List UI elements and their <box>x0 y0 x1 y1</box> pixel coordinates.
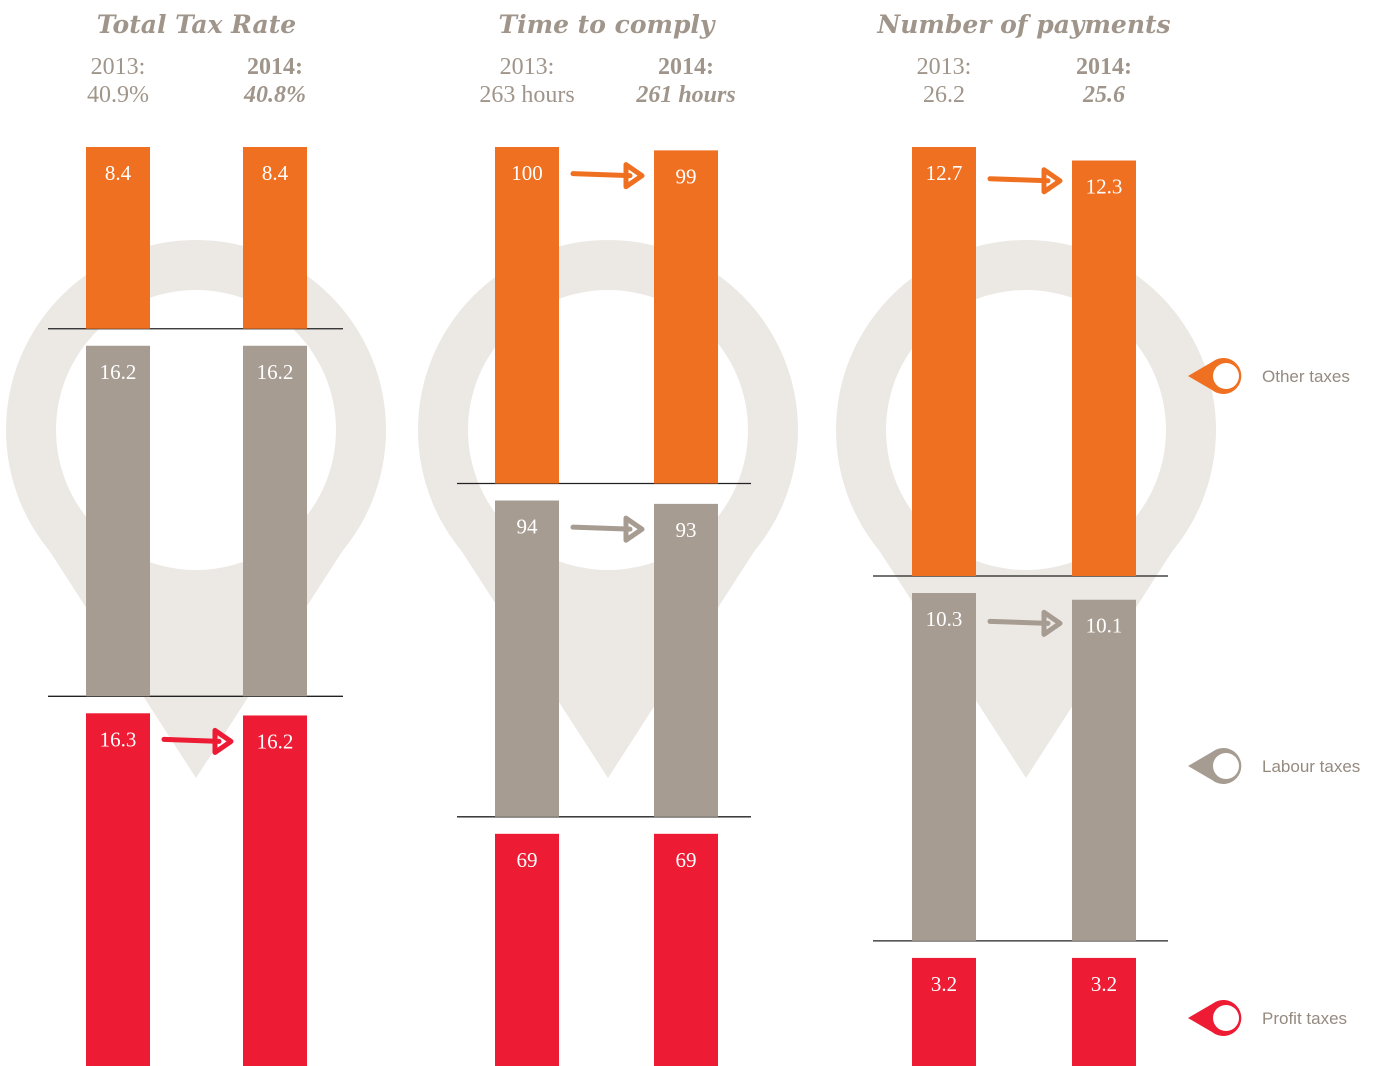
total-label: 40.9% <box>87 82 149 108</box>
value-label: 16.2 <box>257 360 294 384</box>
change-arrow-head <box>623 162 645 190</box>
bar <box>912 592 976 941</box>
change-arrow <box>570 171 633 179</box>
bar <box>654 503 718 817</box>
value-label: 16.2 <box>100 360 137 384</box>
value-label: 94 <box>517 515 539 539</box>
total-label: 26.2 <box>923 82 965 108</box>
bar <box>243 345 307 697</box>
value-label: 16.3 <box>100 727 137 751</box>
bar <box>86 713 150 1066</box>
value-label: 12.3 <box>1086 175 1123 199</box>
bar <box>243 147 307 329</box>
bar <box>495 147 559 484</box>
year-label: 2013: <box>500 54 555 80</box>
bar <box>495 833 559 1066</box>
legend-label: Profit taxes <box>1262 1009 1347 1028</box>
change-arrow-head <box>1041 609 1063 637</box>
year-label: 2013: <box>91 54 146 80</box>
bar <box>86 345 150 697</box>
bar <box>1072 160 1136 576</box>
total-label: 261 hours <box>635 82 735 108</box>
legend-label: Labour taxes <box>1262 757 1360 776</box>
legend-pin-hole <box>1213 753 1239 779</box>
bar <box>654 833 718 1066</box>
year-label: 2013: <box>917 54 972 80</box>
legend-label: Other taxes <box>1262 367 1350 386</box>
value-label: 8.4 <box>105 161 132 185</box>
change-arrow <box>570 524 633 532</box>
value-label: 3.2 <box>931 972 957 996</box>
value-label: 3.2 <box>1091 972 1117 996</box>
chart-title: Number of payments <box>876 10 1170 39</box>
legend-pin-hole <box>1213 1005 1239 1031</box>
value-label: 93 <box>676 518 697 542</box>
change-arrow-head <box>1041 167 1063 195</box>
change-arrow <box>161 736 222 744</box>
value-label: 10.3 <box>926 607 963 631</box>
value-label: 100 <box>511 161 543 185</box>
bar <box>243 715 307 1066</box>
legend-pin-hole <box>1213 363 1239 389</box>
bar <box>1072 599 1136 941</box>
value-label: 69 <box>517 848 538 872</box>
bar <box>495 500 559 817</box>
total-label: 25.6 <box>1082 82 1125 108</box>
chart-title: Time to comply <box>499 10 716 39</box>
value-label: 69 <box>676 848 697 872</box>
bar <box>912 957 976 1066</box>
value-label: 12.7 <box>926 161 963 185</box>
change-arrow-head <box>623 515 645 543</box>
bar <box>1072 957 1136 1066</box>
value-label: 16.2 <box>257 729 294 753</box>
chart-title: Total Tax Rate <box>97 10 296 39</box>
bar <box>912 147 976 576</box>
value-label: 8.4 <box>262 161 289 185</box>
bar <box>654 150 718 484</box>
year-label: 2014: <box>658 54 714 80</box>
value-label: 99 <box>676 164 697 188</box>
total-label: 40.8% <box>243 82 306 108</box>
total-label: 263 hours <box>479 82 574 108</box>
pin-bg-tail <box>866 530 1186 778</box>
change-arrow <box>987 176 1051 184</box>
value-label: 10.1 <box>1086 614 1123 638</box>
bar <box>86 147 150 329</box>
year-label: 2014: <box>1076 54 1132 80</box>
change-arrow <box>987 618 1051 626</box>
year-label: 2014: <box>247 54 303 80</box>
background-pins <box>6 240 1216 778</box>
change-arrow-head <box>212 727 234 755</box>
